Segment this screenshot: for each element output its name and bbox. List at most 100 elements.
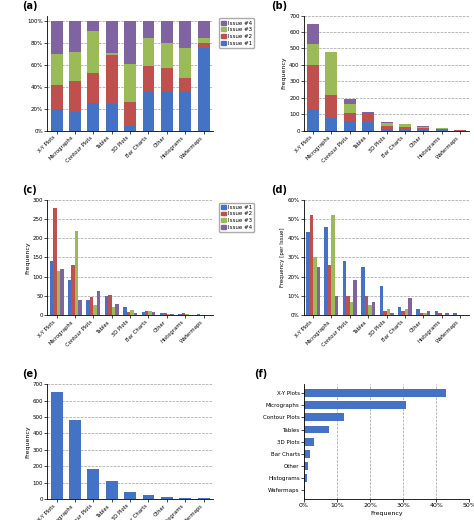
Bar [304,425,328,434]
Bar [417,126,429,127]
Bar [124,64,136,102]
Bar [69,112,81,131]
Bar [178,314,182,315]
Bar [453,313,456,315]
Bar [390,313,393,315]
Bar [124,21,136,64]
Bar [313,257,317,315]
Bar [381,126,392,129]
Bar [409,297,412,315]
Text: (b): (b) [271,1,287,11]
Bar [310,215,313,315]
Bar [198,37,210,43]
Bar [372,302,375,315]
Text: (d): (d) [271,185,287,195]
Bar [160,313,164,315]
Bar [108,295,112,315]
Bar [198,21,210,37]
Bar [350,302,353,315]
Bar [123,306,127,315]
Bar [87,31,100,73]
Bar [386,309,390,315]
Bar [381,123,392,126]
Bar [328,265,331,315]
Bar [438,313,442,315]
Legend: Issue #1, Issue #2, Issue #3, Issue #4: Issue #1, Issue #2, Issue #3, Issue #4 [219,203,254,232]
Bar [143,37,155,66]
Bar [148,311,152,315]
Bar [142,312,145,315]
Bar [365,296,368,315]
Bar [304,486,305,494]
Bar [124,492,136,499]
Y-axis label: Frequency: Frequency [25,425,30,458]
Bar [161,43,173,68]
Bar [185,314,189,315]
Y-axis label: Frequency: Frequency [282,57,286,89]
Bar [380,286,383,315]
Bar [198,43,210,48]
Bar [143,21,155,37]
Bar [326,52,337,95]
Bar [115,304,118,315]
Y-axis label: Frequency: Frequency [25,241,30,274]
Bar [51,54,63,85]
Bar [164,314,167,315]
Bar [353,280,357,315]
Bar [427,311,430,315]
Bar [331,215,335,315]
Bar [417,127,429,128]
Bar [161,93,173,131]
Bar [87,469,100,499]
Bar [79,300,82,315]
Bar [124,102,136,126]
Text: (f): (f) [254,369,267,379]
Bar [435,311,438,315]
Bar [51,109,63,131]
Bar [383,311,386,315]
Bar [170,314,174,315]
Bar [417,128,429,130]
Bar [179,21,191,48]
Bar [304,413,344,421]
Bar [346,296,350,315]
Bar [317,267,320,315]
Bar [304,450,310,458]
Bar [423,313,427,315]
Bar [381,129,392,131]
Bar [161,68,173,93]
Bar [50,261,53,315]
Bar [106,105,118,131]
Bar [143,495,155,499]
Bar [304,462,308,470]
Bar [361,267,365,315]
Bar [60,269,64,315]
Bar [179,78,191,93]
Bar [304,401,406,409]
Y-axis label: Frequency [per Issue]: Frequency [per Issue] [280,228,285,287]
Bar [436,129,447,131]
Bar [362,113,374,122]
Bar [93,305,97,315]
Legend: Issue #4, Issue #3, Issue #2, Issue #1: Issue #4, Issue #3, Issue #2, Issue #1 [219,18,254,48]
Bar [335,296,338,315]
Bar [198,48,210,131]
Bar [307,65,319,109]
Bar [145,311,148,315]
Bar [436,128,447,129]
Bar [143,93,155,131]
Bar [97,291,100,315]
Bar [179,48,191,78]
Bar [51,392,63,499]
Bar [198,498,210,499]
Bar [143,66,155,93]
Bar [134,313,137,315]
Bar [343,261,346,315]
Bar [304,389,446,397]
Bar [445,313,449,315]
Bar [416,309,420,315]
Bar [344,121,356,131]
Bar [326,118,337,131]
Bar [161,21,173,43]
Text: (a): (a) [23,1,38,11]
